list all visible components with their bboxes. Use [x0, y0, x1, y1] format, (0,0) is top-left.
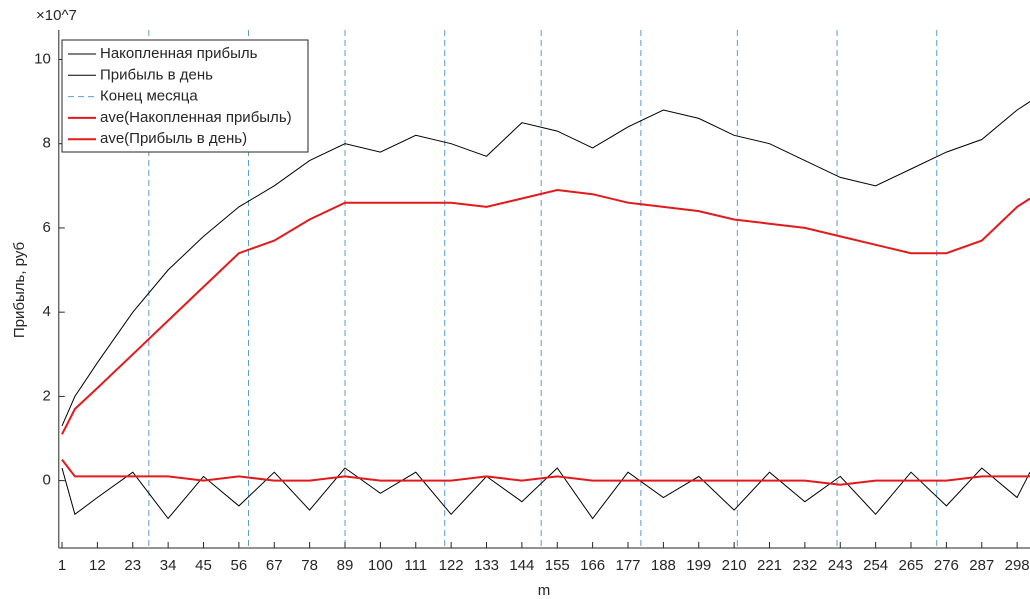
x-tick-label: 34 — [160, 557, 177, 574]
x-tick-label: 265 — [898, 557, 923, 574]
y-axis-label: Прибыль, руб — [11, 242, 28, 338]
y-tick-label: 4 — [42, 303, 50, 320]
x-tick-label: 221 — [757, 557, 782, 574]
series-line — [61, 101, 1030, 427]
x-tick-label: 166 — [580, 557, 605, 574]
x-tick-label: 133 — [474, 557, 499, 574]
x-tick-label: 67 — [266, 557, 283, 574]
x-tick-label: 78 — [301, 557, 318, 574]
series-line — [61, 467, 1030, 520]
x-tick-label: 298 — [1005, 557, 1030, 574]
x-tick-label: 210 — [722, 557, 747, 574]
x-tick-label: 287 — [969, 557, 994, 574]
plot-area — [61, 30, 1030, 548]
x-tick-label: 254 — [863, 557, 888, 574]
y-tick-label: 10 — [34, 50, 51, 67]
x-tick-label: 45 — [195, 557, 212, 574]
x-tick-label: 232 — [792, 557, 817, 574]
legend-label: Конец месяца — [100, 88, 198, 105]
x-tick-label: 23 — [124, 557, 141, 574]
x-tick-label: 12 — [89, 557, 106, 574]
x-tick-label: 89 — [337, 557, 354, 574]
legend-label: ave(Накопленная прибыль) — [100, 109, 292, 126]
x-tick-label: 276 — [934, 557, 959, 574]
x-tick-label: 243 — [828, 557, 853, 574]
x-tick-label: 122 — [439, 557, 464, 574]
x-tick-label: 155 — [545, 557, 570, 574]
series-line — [61, 188, 1030, 435]
legend-box — [61, 39, 309, 153]
x-axis-label: m — [538, 582, 551, 599]
legend-label: ave(Прибыль в день) — [100, 130, 247, 147]
legend-label: Прибыль в день — [100, 66, 213, 83]
y-tick-label: 0 — [42, 472, 50, 489]
x-tick-label: 188 — [651, 557, 676, 574]
series-line — [61, 458, 1030, 486]
legend-label: Накопленная прибыль — [100, 45, 258, 62]
x-tick-label: 56 — [231, 557, 248, 574]
exponent-label: ×10^7 — [36, 7, 77, 24]
x-tick-label: 111 — [404, 557, 427, 574]
y-tick-label: 6 — [42, 219, 50, 236]
x-tick-label: 1 — [58, 557, 66, 574]
y-tick-label: 2 — [42, 387, 50, 404]
x-tick-label: 199 — [686, 557, 711, 574]
x-tick-label: 100 — [368, 557, 393, 574]
x-tick-label: 144 — [509, 557, 534, 574]
x-tick-label: 177 — [615, 557, 640, 574]
y-tick-label: 8 — [42, 135, 50, 152]
